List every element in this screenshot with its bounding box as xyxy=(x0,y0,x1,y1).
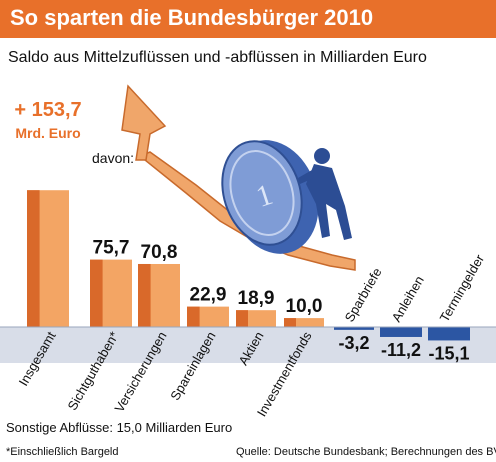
bar-shade-versicherungen xyxy=(138,263,151,327)
arrow-head-icon xyxy=(121,84,167,161)
category-label-anleihen: Anleihen xyxy=(389,273,427,324)
bar-shade-sichtguthaben xyxy=(90,259,103,327)
category-label-sparbriefe: Sparbriefe xyxy=(342,265,385,324)
category-label-termingelder: Termingelder xyxy=(437,251,488,324)
source-note: Quelle: Deutsche Bundesbank; Berechnunge… xyxy=(236,446,496,458)
bar-anleihen xyxy=(380,327,422,337)
arrow-coin-illustration: 1 xyxy=(121,84,356,271)
chart-title: So sparten die Bundesbürger 2010 xyxy=(10,5,374,30)
data-label-termingelder: -15,1 xyxy=(428,343,469,363)
bar-termingelder xyxy=(428,327,470,341)
bar-shade-spareinlagen xyxy=(187,306,200,327)
davon-label: davon: xyxy=(92,150,134,166)
title-bar: So sparten die Bundesbürger 2010 xyxy=(0,0,496,38)
footnote: *Einschließlich Bargeld xyxy=(6,446,119,458)
pushing-person-icon xyxy=(298,148,352,240)
data-label-investmentfonds: 10,0 xyxy=(286,296,323,317)
data-label-spareinlagen: 22,9 xyxy=(190,285,227,306)
data-label-aktien: 18,9 xyxy=(238,288,275,309)
other-outflows-note: Sonstige Abflüsse: 15,0 Milliarden Euro xyxy=(6,420,233,435)
bar-investmentfonds xyxy=(284,318,324,327)
data-label-versicherungen: 70,8 xyxy=(141,242,178,263)
bar-shade-aktien xyxy=(236,310,248,327)
chart-subtitle: Saldo aus Mittelzuflüssen und -abflüssen… xyxy=(8,49,427,66)
unit-label: Mrd. Euro xyxy=(15,125,80,141)
data-label-insgesamt: + 153,7 xyxy=(14,99,81,121)
data-label-sichtguthaben: 75,7 xyxy=(93,238,130,259)
data-label-sparbriefe: -3,2 xyxy=(338,333,369,353)
bar-shade-investmentfonds xyxy=(284,318,296,327)
bar-sparbriefe xyxy=(334,327,374,330)
bar-shade-insgesamt xyxy=(27,190,40,327)
data-label-anleihen: -11,2 xyxy=(381,340,421,360)
